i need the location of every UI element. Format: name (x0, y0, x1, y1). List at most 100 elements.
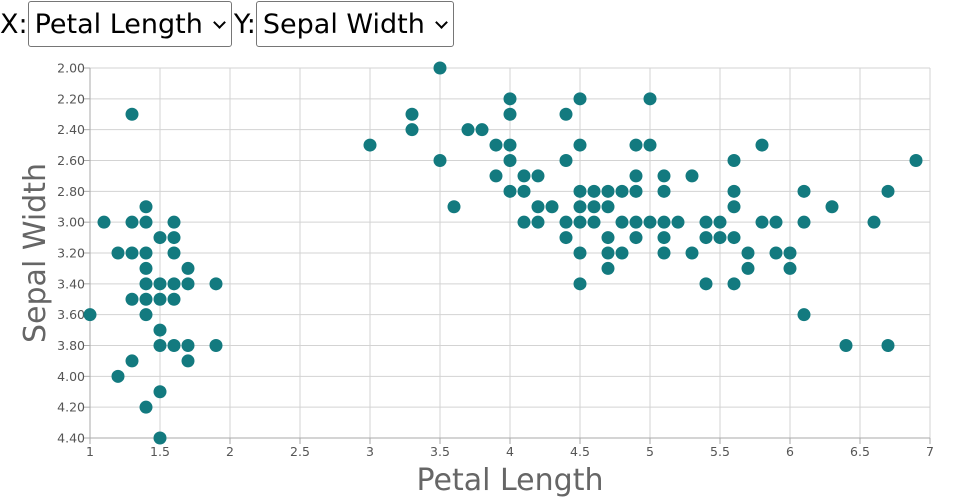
data-point[interactable] (629, 184, 643, 198)
data-point[interactable] (153, 277, 167, 291)
data-point[interactable] (727, 184, 741, 198)
data-point[interactable] (783, 261, 797, 275)
data-point[interactable] (601, 184, 615, 198)
data-point[interactable] (475, 123, 489, 137)
data-point[interactable] (573, 138, 587, 152)
data-point[interactable] (657, 169, 671, 183)
data-point[interactable] (167, 246, 181, 260)
data-point[interactable] (125, 292, 139, 306)
data-point[interactable] (727, 231, 741, 245)
data-point[interactable] (447, 200, 461, 214)
y-axis-select[interactable]: Sepal Width (255, 1, 454, 47)
data-point[interactable] (643, 138, 657, 152)
data-point[interactable] (867, 215, 881, 229)
data-point[interactable] (139, 215, 153, 229)
data-point[interactable] (573, 200, 587, 214)
data-point[interactable] (181, 354, 195, 368)
data-point[interactable] (125, 354, 139, 368)
data-point[interactable] (559, 215, 573, 229)
data-point[interactable] (517, 184, 531, 198)
data-point[interactable] (503, 107, 517, 121)
data-point[interactable] (755, 215, 769, 229)
x-axis-select[interactable]: Petal Length (27, 1, 232, 47)
data-point[interactable] (741, 261, 755, 275)
data-point[interactable] (657, 246, 671, 260)
data-point[interactable] (769, 215, 783, 229)
data-point[interactable] (125, 107, 139, 121)
data-point[interactable] (587, 200, 601, 214)
data-point[interactable] (559, 154, 573, 167)
data-point[interactable] (531, 215, 545, 229)
data-point[interactable] (83, 308, 97, 322)
data-point[interactable] (727, 154, 741, 167)
data-point[interactable] (559, 107, 573, 121)
data-point[interactable] (573, 92, 587, 106)
data-point[interactable] (153, 323, 167, 337)
data-point[interactable] (209, 339, 223, 352)
data-point[interactable] (727, 200, 741, 214)
data-point[interactable] (209, 277, 223, 291)
data-point[interactable] (909, 154, 923, 167)
data-point[interactable] (181, 339, 195, 352)
data-point[interactable] (825, 200, 839, 214)
data-point[interactable] (433, 154, 447, 167)
data-point[interactable] (769, 246, 783, 260)
data-point[interactable] (139, 308, 153, 322)
data-point[interactable] (643, 92, 657, 106)
data-point[interactable] (167, 215, 181, 229)
data-point[interactable] (755, 138, 769, 152)
data-point[interactable] (615, 184, 629, 198)
data-point[interactable] (839, 339, 853, 352)
data-point[interactable] (615, 246, 629, 260)
data-point[interactable] (111, 246, 125, 260)
data-point[interactable] (615, 215, 629, 229)
data-point[interactable] (489, 169, 503, 183)
data-point[interactable] (517, 215, 531, 229)
data-point[interactable] (153, 385, 167, 399)
data-point[interactable] (643, 215, 657, 229)
data-point[interactable] (167, 231, 181, 245)
data-point[interactable] (881, 339, 895, 352)
data-point[interactable] (699, 215, 713, 229)
data-point[interactable] (797, 184, 811, 198)
data-point[interactable] (797, 308, 811, 322)
data-point[interactable] (167, 292, 181, 306)
data-point[interactable] (727, 277, 741, 291)
data-point[interactable] (489, 138, 503, 152)
data-point[interactable] (573, 277, 587, 291)
data-point[interactable] (685, 246, 699, 260)
data-point[interactable] (657, 215, 671, 229)
data-point[interactable] (657, 184, 671, 198)
data-point[interactable] (573, 184, 587, 198)
data-point[interactable] (153, 231, 167, 245)
data-point[interactable] (587, 184, 601, 198)
data-point[interactable] (783, 246, 797, 260)
data-point[interactable] (139, 400, 153, 414)
data-point[interactable] (629, 215, 643, 229)
data-point[interactable] (601, 200, 615, 214)
data-point[interactable] (545, 200, 559, 214)
data-point[interactable] (461, 123, 475, 137)
data-point[interactable] (153, 431, 167, 445)
data-point[interactable] (881, 184, 895, 198)
data-point[interactable] (657, 231, 671, 245)
data-point[interactable] (531, 169, 545, 183)
data-point[interactable] (573, 246, 587, 260)
data-point[interactable] (125, 246, 139, 260)
data-point[interactable] (713, 215, 727, 229)
data-point[interactable] (433, 61, 447, 75)
data-point[interactable] (97, 215, 111, 229)
data-point[interactable] (573, 215, 587, 229)
data-point[interactable] (517, 169, 531, 183)
data-point[interactable] (699, 277, 713, 291)
data-point[interactable] (797, 215, 811, 229)
data-point[interactable] (503, 92, 517, 106)
data-point[interactable] (167, 277, 181, 291)
data-point[interactable] (139, 292, 153, 306)
data-point[interactable] (181, 261, 195, 275)
data-point[interactable] (111, 369, 125, 383)
data-point[interactable] (531, 200, 545, 214)
data-point[interactable] (181, 277, 195, 291)
data-point[interactable] (405, 123, 419, 137)
data-point[interactable] (503, 138, 517, 152)
